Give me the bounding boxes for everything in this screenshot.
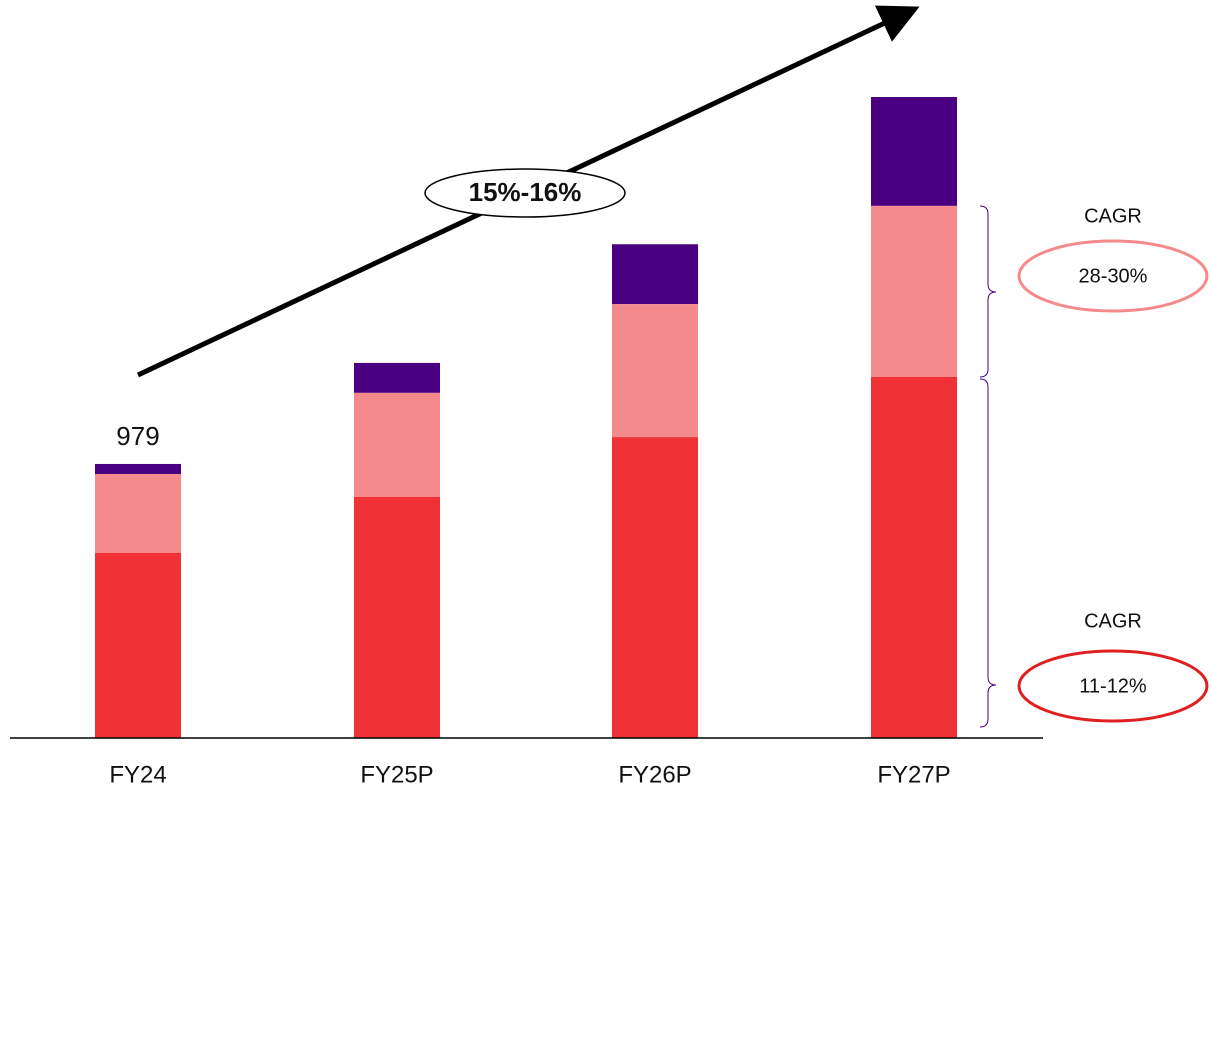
bar-segment bbox=[612, 244, 698, 305]
cagr-value: 11-12% bbox=[1079, 675, 1147, 697]
bar-segment bbox=[871, 97, 957, 206]
bar-segment bbox=[871, 205, 957, 377]
brace bbox=[979, 205, 997, 378]
bar-segment bbox=[95, 474, 181, 553]
bar-segment bbox=[612, 437, 698, 738]
cagr-value: 28-30% bbox=[1079, 265, 1148, 287]
cagr-ellipse bbox=[1017, 649, 1209, 723]
bar-segment bbox=[95, 463, 181, 475]
x-tick-label: FY27P bbox=[877, 761, 950, 788]
bar-segment bbox=[612, 304, 698, 438]
x-tick-label: FY25P bbox=[360, 761, 433, 788]
growth-ellipse bbox=[424, 168, 626, 218]
cagr-title: CAGR bbox=[1084, 205, 1142, 227]
growth-label: 15%-16% bbox=[469, 177, 582, 207]
cagr-ellipse bbox=[1017, 239, 1209, 313]
bar-segment bbox=[354, 496, 440, 738]
bar-segment bbox=[871, 376, 957, 738]
bar-segment bbox=[354, 362, 440, 393]
bar-segment bbox=[95, 552, 181, 738]
x-tick-label: FY26P bbox=[618, 761, 691, 788]
total-label: 979 bbox=[116, 421, 159, 451]
brace bbox=[979, 378, 997, 728]
bar-segment bbox=[354, 392, 440, 497]
cagr-title: CAGR bbox=[1084, 610, 1142, 632]
x-tick-label: FY24 bbox=[109, 761, 166, 788]
